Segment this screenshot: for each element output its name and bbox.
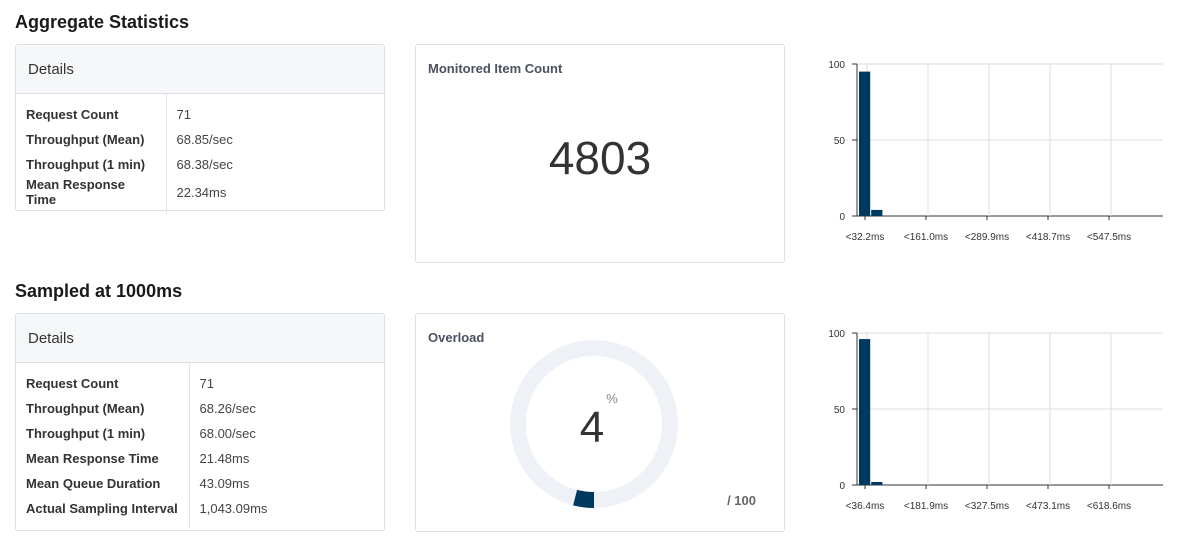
response-time-histogram-aggregate: 100 50 0<32.2ms <161.0ms <289.9ms <418.7ms <54… [828, 60, 1163, 243]
table-row: Request Count 71 [16, 94, 384, 127]
row-value: 68.85/sec [176, 132, 233, 147]
y-tick-label: 100 [828, 60, 845, 71]
gauge-max-label: / 100 [727, 493, 756, 508]
table-row: Actual Sampling Interval 1,043.09ms [16, 496, 384, 528]
row-label: Mean Response Time [16, 446, 190, 471]
x-tick-label: <161.0ms [904, 232, 948, 243]
table-row: Throughput (1 min) 68.38/sec [16, 152, 384, 177]
row-label: Mean Response Time [16, 177, 167, 214]
card-title: Monitored Item Count [428, 61, 563, 76]
x-tick-label: <327.5ms [965, 501, 1009, 512]
x-tick-label: <36.4ms [846, 501, 885, 512]
row-label: Throughput (Mean) [16, 127, 167, 152]
monitored-item-count-card: Monitored Item Count 4803 [415, 44, 785, 263]
details-panel-sampled: Details Request Count 71 Throughput (Mea… [15, 313, 385, 531]
x-tick-label: <32.2ms [846, 232, 885, 243]
x-tick-label: <473.1ms [1026, 501, 1070, 512]
details-header: Details [16, 45, 384, 94]
x-tick-label: <618.6ms [1087, 501, 1131, 512]
table-row: Throughput (Mean) 68.26/sec [16, 396, 384, 421]
details-table: Request Count 71 Throughput (Mean) 68.85… [16, 94, 384, 214]
section-title-aggregate: Aggregate Statistics [15, 12, 190, 32]
x-tick-label: <418.7ms [1026, 232, 1070, 243]
x-tick-label: <289.9ms [965, 232, 1009, 243]
histogram-bar [859, 339, 871, 485]
row-value: 21.48ms [199, 451, 250, 466]
row-label: Request Count [16, 94, 167, 127]
row-value: 1,043.09ms [199, 501, 268, 516]
x-tick-label: <547.5ms [1087, 232, 1131, 243]
row-label: Mean Queue Duration [16, 471, 190, 496]
table-row: Mean Response Time 22.34ms [16, 177, 384, 214]
row-value: 71 [199, 376, 214, 391]
row-value: 71 [176, 107, 191, 122]
table-row: Request Count 71 [16, 363, 384, 396]
gauge-fill [573, 489, 595, 508]
y-tick-label: 50 [834, 136, 846, 147]
row-value: 22.34ms [176, 184, 227, 200]
histogram-bar [859, 71, 871, 216]
table-row: Mean Response Time 21.48ms [16, 446, 384, 471]
overload-gauge: 4 % / 100 [510, 340, 756, 508]
histogram-bar [871, 481, 883, 485]
gauge-value: 4 [580, 403, 604, 452]
row-value: 68.26/sec [199, 401, 256, 416]
section-title-sampled: Sampled at 1000ms [15, 281, 183, 301]
table-row: Throughput (1 min) 68.00/sec [16, 421, 384, 446]
x-tick-label: <181.9ms [904, 501, 948, 512]
histogram-bar [871, 209, 883, 216]
row-label: Request Count [16, 363, 190, 396]
response-time-histogram-sampled: 100 50 0<36.4ms <181.9ms <327.5ms <473.1ms <61… [828, 329, 1163, 512]
row-label: Throughput (1 min) [16, 152, 167, 177]
y-tick-label: 100 [828, 329, 845, 340]
y-tick-label: 0 [839, 481, 845, 492]
monitored-item-count-value: 4803 [548, 132, 652, 184]
row-value: 68.38/sec [176, 157, 233, 172]
y-tick-label: 50 [834, 405, 846, 416]
row-label: Throughput (Mean) [16, 396, 190, 421]
y-tick-label: 0 [839, 212, 845, 223]
details-panel-aggregate: Details Request Count 71 Throughput (Mea… [15, 44, 385, 214]
table-row: Mean Queue Duration 43.09ms [16, 471, 384, 496]
row-value: 68.00/sec [199, 426, 256, 441]
row-label: Throughput (1 min) [16, 421, 190, 446]
overload-card: Overload 4 % / 100 [415, 313, 785, 532]
table-row: Throughput (Mean) 68.85/sec [16, 127, 384, 152]
details-header: Details [16, 314, 384, 363]
row-value: 43.09ms [199, 476, 250, 491]
card-title: Overload [428, 330, 485, 345]
row-label: Actual Sampling Interval [16, 496, 190, 528]
details-table: Request Count 71 Throughput (Mean) 68.26… [16, 363, 384, 528]
gauge-unit: % [606, 391, 618, 406]
